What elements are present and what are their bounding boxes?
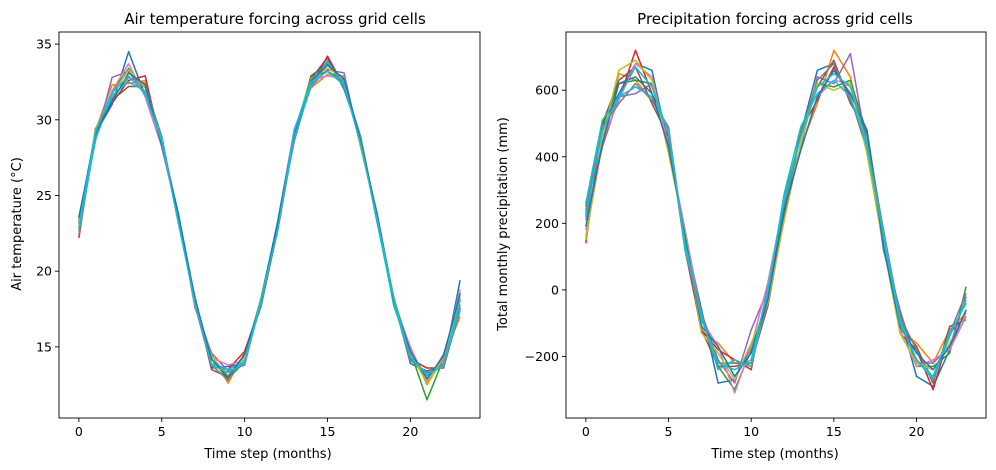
precipitation-x-tick-label: 20 (909, 424, 925, 439)
precipitation-x-tick-label: 15 (826, 424, 842, 439)
precipitation-series-line-11 (585, 69, 967, 378)
temperature-y-tick-label: 25 (36, 188, 52, 203)
precipitation-y-tick-label: −200 (525, 349, 559, 364)
precipitation-series-line-9 (585, 59, 967, 381)
temperature-plot-frame (58, 31, 481, 419)
precipitation-chart-title: Precipitation forcing across grid cells (637, 10, 913, 28)
precipitation-x-tick-label: 10 (743, 424, 759, 439)
precipitation-x-axis-label: Time step (months) (710, 447, 838, 462)
temperature-y-tick-label: 35 (36, 37, 52, 52)
temperature-series-line-1 (78, 50, 461, 372)
temperature-series-line-2 (78, 73, 461, 386)
precipitation-y-axis-label: Total monthly precipitation (mm) (496, 117, 511, 332)
temperature-y-tick-label: 15 (36, 339, 52, 354)
precipitation-series-line-2 (585, 49, 967, 368)
temperature-x-axis-label: Time step (months) (203, 447, 331, 462)
temperature-x-tick-label: 10 (237, 424, 253, 439)
temperature-x-tick-label: 15 (320, 424, 336, 439)
temperature-x-tick-label: 5 (158, 424, 166, 439)
precipitation-y-tick-label: 0 (551, 282, 559, 297)
temperature-chart-title: Air temperature forcing across grid cell… (124, 10, 426, 28)
temperature-x-tick-label: 20 (402, 424, 418, 439)
precipitation-x-tick-label: 0 (582, 424, 590, 439)
temperature-series-line-3 (78, 67, 461, 401)
precipitation-series-line-12 (585, 66, 967, 378)
temperature-y-axis-label: Air temperature (°C) (10, 157, 25, 291)
temperature-series-line-12 (78, 70, 461, 375)
temperature-y-tick-label: 20 (36, 264, 52, 279)
temperature-y-tick-label: 30 (36, 112, 52, 127)
precipitation-y-tick-label: 400 (535, 149, 559, 164)
precipitation-plot-frame (565, 31, 987, 419)
temperature-series-line-4 (78, 55, 461, 371)
temperature-x-tick-label: 0 (75, 424, 83, 439)
precipitation-chart: Precipitation forcing across grid cells … (496, 10, 987, 462)
precipitation-y-tick-label: 600 (535, 83, 559, 98)
precipitation-y-tick-label: 200 (535, 216, 559, 231)
temperature-chart: Air temperature forcing across grid cell… (10, 10, 481, 462)
precipitation-x-tick-label: 5 (665, 424, 673, 439)
precipitation-series-line-8 (585, 62, 967, 381)
